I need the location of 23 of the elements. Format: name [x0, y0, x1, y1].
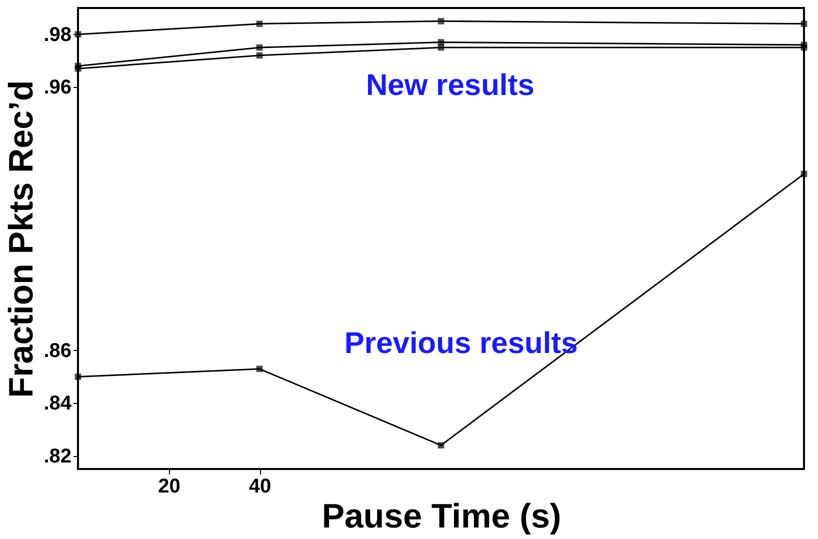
point [438, 442, 444, 448]
annotation: Previous results [344, 326, 578, 360]
point [74, 374, 82, 380]
point [256, 366, 263, 372]
y-tick-label: .96 [44, 76, 72, 99]
point [256, 52, 263, 59]
point [256, 44, 263, 51]
point [438, 44, 444, 51]
x-axis-title: Pause Time (s) [322, 498, 562, 536]
point [256, 20, 263, 27]
y-axis-title: Fraction Pkts Rec’d [2, 80, 41, 398]
point [438, 18, 444, 24]
point [800, 44, 808, 51]
point [800, 20, 808, 27]
point [74, 65, 82, 72]
y-tick-label: .86 [44, 340, 72, 362]
x-tick-label: 40 [248, 476, 272, 498]
point [800, 170, 808, 178]
y-tick-label: .98 [44, 24, 72, 46]
x-tick-label: 20 [158, 476, 180, 498]
y-tick-label: .82 [44, 445, 72, 468]
annotation: New results [366, 69, 534, 102]
y-tick-label: .84 [44, 392, 72, 415]
